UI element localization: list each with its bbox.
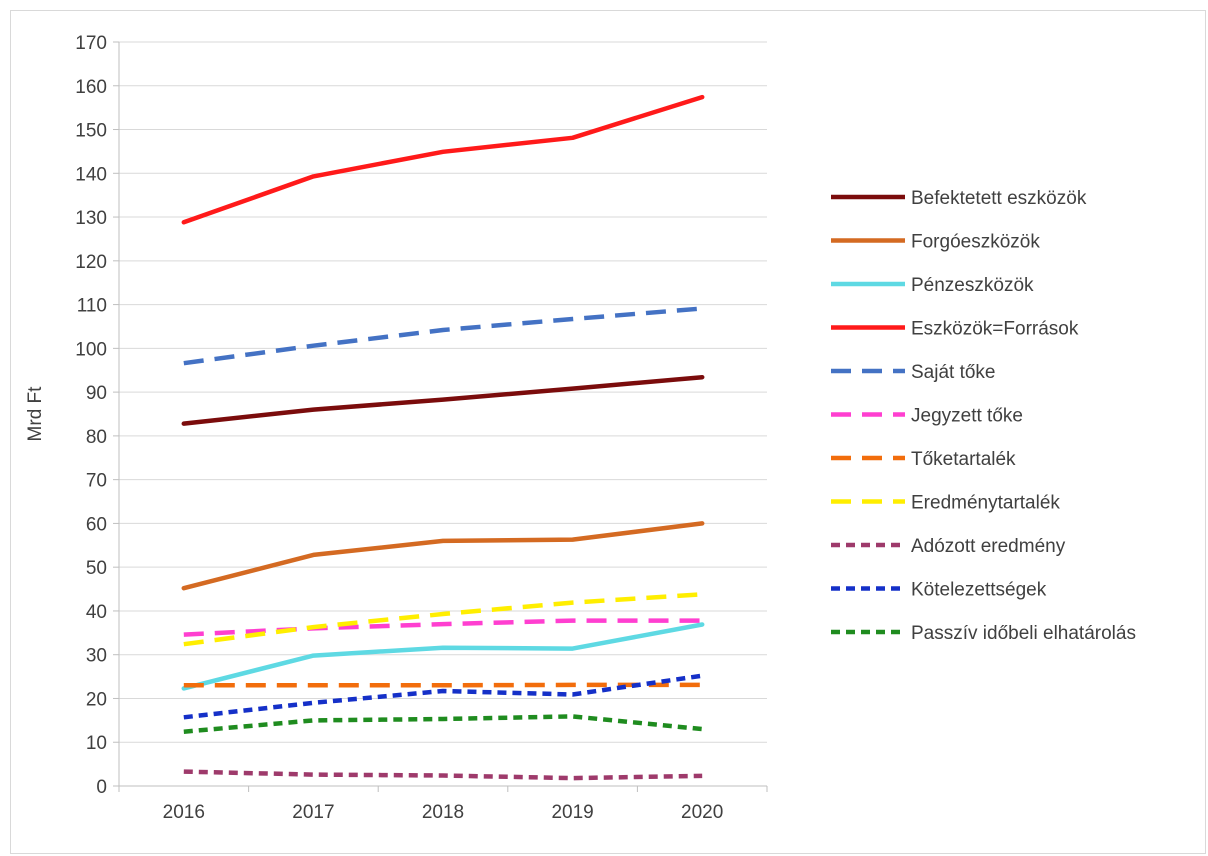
chart-frame: 0 10 20 30 40 50 60 70 80 90 100 110 120 130 140 150 160…	[10, 10, 1206, 854]
y-tick-label: 120	[75, 252, 107, 273]
legend-label-7: Tőketartalék	[911, 449, 1016, 470]
series-line-10	[183, 673, 703, 720]
y-tick-label: 40	[86, 602, 107, 623]
series-line-8	[183, 592, 703, 647]
y-tick-label: 170	[75, 33, 107, 54]
y-tick-label: 100	[75, 339, 107, 360]
legend-label-3: Pénzeszközök	[911, 275, 1034, 296]
series-line-5	[183, 306, 703, 366]
y-tick-label: 20	[86, 689, 107, 710]
gridlines	[113, 41, 767, 787]
y-tick-label: 30	[86, 646, 107, 667]
legend-label-9: Adózott eredmény	[911, 536, 1066, 557]
y-tick-label: 130	[75, 208, 107, 229]
y-tick-labels: 0 10 20 30 40 50 60 70 80 90 100 110 120 130 140 150 160…	[75, 33, 107, 798]
y-tick-label: 140	[75, 164, 107, 185]
x-tick-labels: 2016 2017 2018 2019 2020	[118, 786, 768, 823]
x-tick-label: 2018	[422, 802, 464, 823]
y-tick-label: 50	[86, 558, 107, 579]
y-tick-label: 160	[75, 77, 107, 98]
y-tick-label: 110	[77, 296, 107, 317]
series-line-9	[183, 769, 703, 781]
series-line-1	[181, 374, 705, 426]
y-tick-label: 70	[86, 471, 107, 492]
x-tick-label: 2019	[551, 802, 593, 823]
y-tick-label: 90	[86, 383, 107, 404]
series-line-6	[183, 618, 703, 637]
series-lines	[181, 94, 705, 781]
x-tick-label: 2016	[163, 802, 205, 823]
legend-label-4: Eszközök=Források	[911, 319, 1079, 340]
legend-label-5: Saját tőke	[911, 362, 996, 383]
legend-label-1: Befektetett eszközök	[911, 188, 1087, 209]
x-tick-label: 2020	[681, 802, 723, 823]
y-tick-label: 60	[86, 514, 107, 535]
legend-label-2: Forgóeszközök	[911, 232, 1040, 253]
legend-label-6: Jegyzett tőke	[911, 406, 1023, 427]
legend-label-8: Eredménytartalék	[911, 493, 1060, 514]
y-tick-label: 0	[96, 777, 107, 798]
series-line-11	[183, 714, 703, 734]
x-tick-label: 2017	[292, 802, 334, 823]
y-axis-title: Mrd Ft	[25, 386, 46, 442]
series-line-4	[181, 94, 705, 225]
y-tick-label: 150	[75, 121, 107, 142]
y-tick-label: 80	[86, 427, 107, 448]
axes	[118, 42, 767, 787]
series-line-2	[181, 521, 705, 591]
legend-label-10: Kötelezettségek	[911, 580, 1047, 601]
series-line-3	[181, 622, 705, 691]
line-chart: 0 10 20 30 40 50 60 70 80 90 100 110 120 130 140 150 160…	[25, 33, 1136, 823]
legend-label-11: Passzív időbeli elhatárolás	[911, 623, 1136, 644]
legend: Befektetett eszközök Forgóeszközök Pénzesz…	[831, 188, 1136, 644]
y-tick-label: 10	[86, 733, 107, 754]
